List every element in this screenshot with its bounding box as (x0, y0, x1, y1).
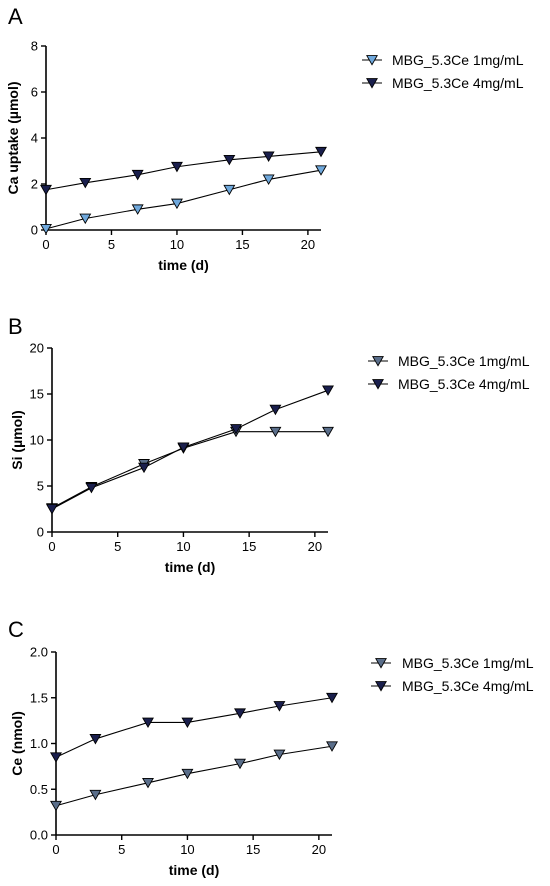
x-axis-title: time (d) (158, 257, 209, 273)
data-point (79, 213, 92, 225)
x-tick-label: 0 (42, 237, 49, 252)
x-tick-label: 5 (108, 237, 115, 252)
panel-letter: A (8, 4, 23, 29)
data-point (142, 777, 154, 789)
data-point (131, 169, 144, 181)
data-point (273, 749, 286, 761)
data-point (142, 717, 154, 729)
data-point (85, 482, 98, 494)
x-tick-label: 20 (301, 237, 315, 252)
x-tick-label: 10 (180, 842, 194, 857)
data-point (234, 708, 246, 719)
panel-letter: B (8, 314, 23, 339)
x-tick-label: 0 (48, 539, 55, 554)
data-point (262, 151, 275, 162)
data-point (322, 385, 334, 396)
data-point (326, 741, 338, 752)
data-point (315, 165, 327, 176)
data-point (230, 424, 242, 435)
y-tick-label: 15 (30, 387, 44, 402)
y-tick-label: 10 (30, 433, 44, 448)
y-tick-label: 20 (30, 341, 44, 356)
y-tick-label: 5 (37, 479, 44, 494)
data-point (40, 184, 52, 196)
legend-marker (366, 55, 378, 66)
y-tick-label: 4 (31, 131, 38, 146)
data-point (46, 504, 58, 515)
x-tick-label: 10 (170, 237, 184, 252)
x-tick-label: 15 (235, 237, 249, 252)
data-point (40, 223, 52, 235)
y-tick-label: 2 (31, 177, 38, 192)
x-tick-label: 5 (118, 842, 125, 857)
data-point (223, 184, 236, 196)
y-tick-label: 2.0 (30, 645, 48, 660)
data-point (223, 154, 236, 166)
y-axis-title: Ca uptake (µmol) (5, 81, 21, 194)
legend-marker (375, 681, 387, 692)
legend-marker (375, 658, 387, 669)
x-tick-label: 10 (176, 539, 190, 554)
data-point (131, 204, 144, 215)
legend-label: MBG_5.3Ce 1mg/mL (398, 353, 530, 369)
series-line (51, 389, 329, 510)
series-line (55, 697, 333, 758)
data-point (89, 789, 102, 801)
x-tick-label: 20 (308, 539, 322, 554)
data-point (79, 177, 92, 189)
x-tick-label: 15 (246, 842, 260, 857)
legend-marker (366, 78, 378, 89)
data-point (262, 174, 275, 185)
y-tick-label: 0.0 (30, 828, 48, 843)
data-point (181, 768, 194, 780)
panel-b: B 0 5 10 15 20 0 5 10 15 20 time (d) Si (µmol) MBG_5.… (8, 314, 530, 575)
x-axis-title: time (d) (169, 862, 220, 878)
data-point (89, 734, 102, 745)
y-tick-label: 1.5 (30, 690, 48, 705)
data-point (269, 404, 282, 416)
x-tick-label: 0 (52, 842, 59, 857)
legend-label: MBG_5.3Ce 1mg/mL (402, 655, 534, 671)
legend-label: MBG_5.3Ce 4mg/mL (402, 678, 534, 694)
series-line (51, 431, 328, 509)
legend-label: MBG_5.3Ce 1mg/mL (392, 52, 524, 68)
legend-label: MBG_5.3Ce 4mg/mL (392, 75, 524, 91)
data-point (322, 426, 334, 438)
panel-c: C 0.0 0.5 1.0 1.5 2.0 0 5 10 15 20 time (d) Ce (nmol… (8, 617, 534, 878)
y-tick-label: 6 (31, 85, 38, 100)
data-point (138, 462, 150, 474)
data-point (315, 146, 327, 158)
x-tick-label: 5 (114, 539, 121, 554)
data-point (177, 442, 190, 453)
data-point (170, 161, 183, 173)
x-axis-title: time (d) (165, 559, 216, 575)
y-tick-label: 8 (31, 39, 38, 54)
x-tick-label: 20 (312, 842, 326, 857)
data-point (326, 692, 338, 704)
panel-letter: C (8, 617, 24, 642)
legend-label: MBG_5.3Ce 4mg/mL (398, 376, 530, 392)
data-point (50, 800, 62, 812)
legend-marker (372, 379, 384, 390)
y-tick-label: 0.5 (30, 782, 48, 797)
y-tick-label: 0 (37, 525, 44, 540)
data-point (234, 758, 246, 770)
x-tick-label: 15 (242, 539, 256, 554)
y-axis-title: Si (µmol) (9, 410, 25, 469)
data-point (170, 198, 183, 210)
y-axis-title: Ce (nmol) (9, 711, 25, 776)
panel-a: A 0 2 4 6 8 0 5 10 15 20 time (d) Ca uptake (µmol) MB… (5, 4, 524, 273)
y-tick-label: 1.0 (30, 736, 48, 751)
legend-marker (372, 356, 384, 367)
data-point (273, 701, 286, 712)
data-point (269, 426, 282, 438)
y-tick-label: 0 (31, 223, 38, 238)
data-point (181, 717, 194, 729)
data-point (50, 752, 62, 763)
